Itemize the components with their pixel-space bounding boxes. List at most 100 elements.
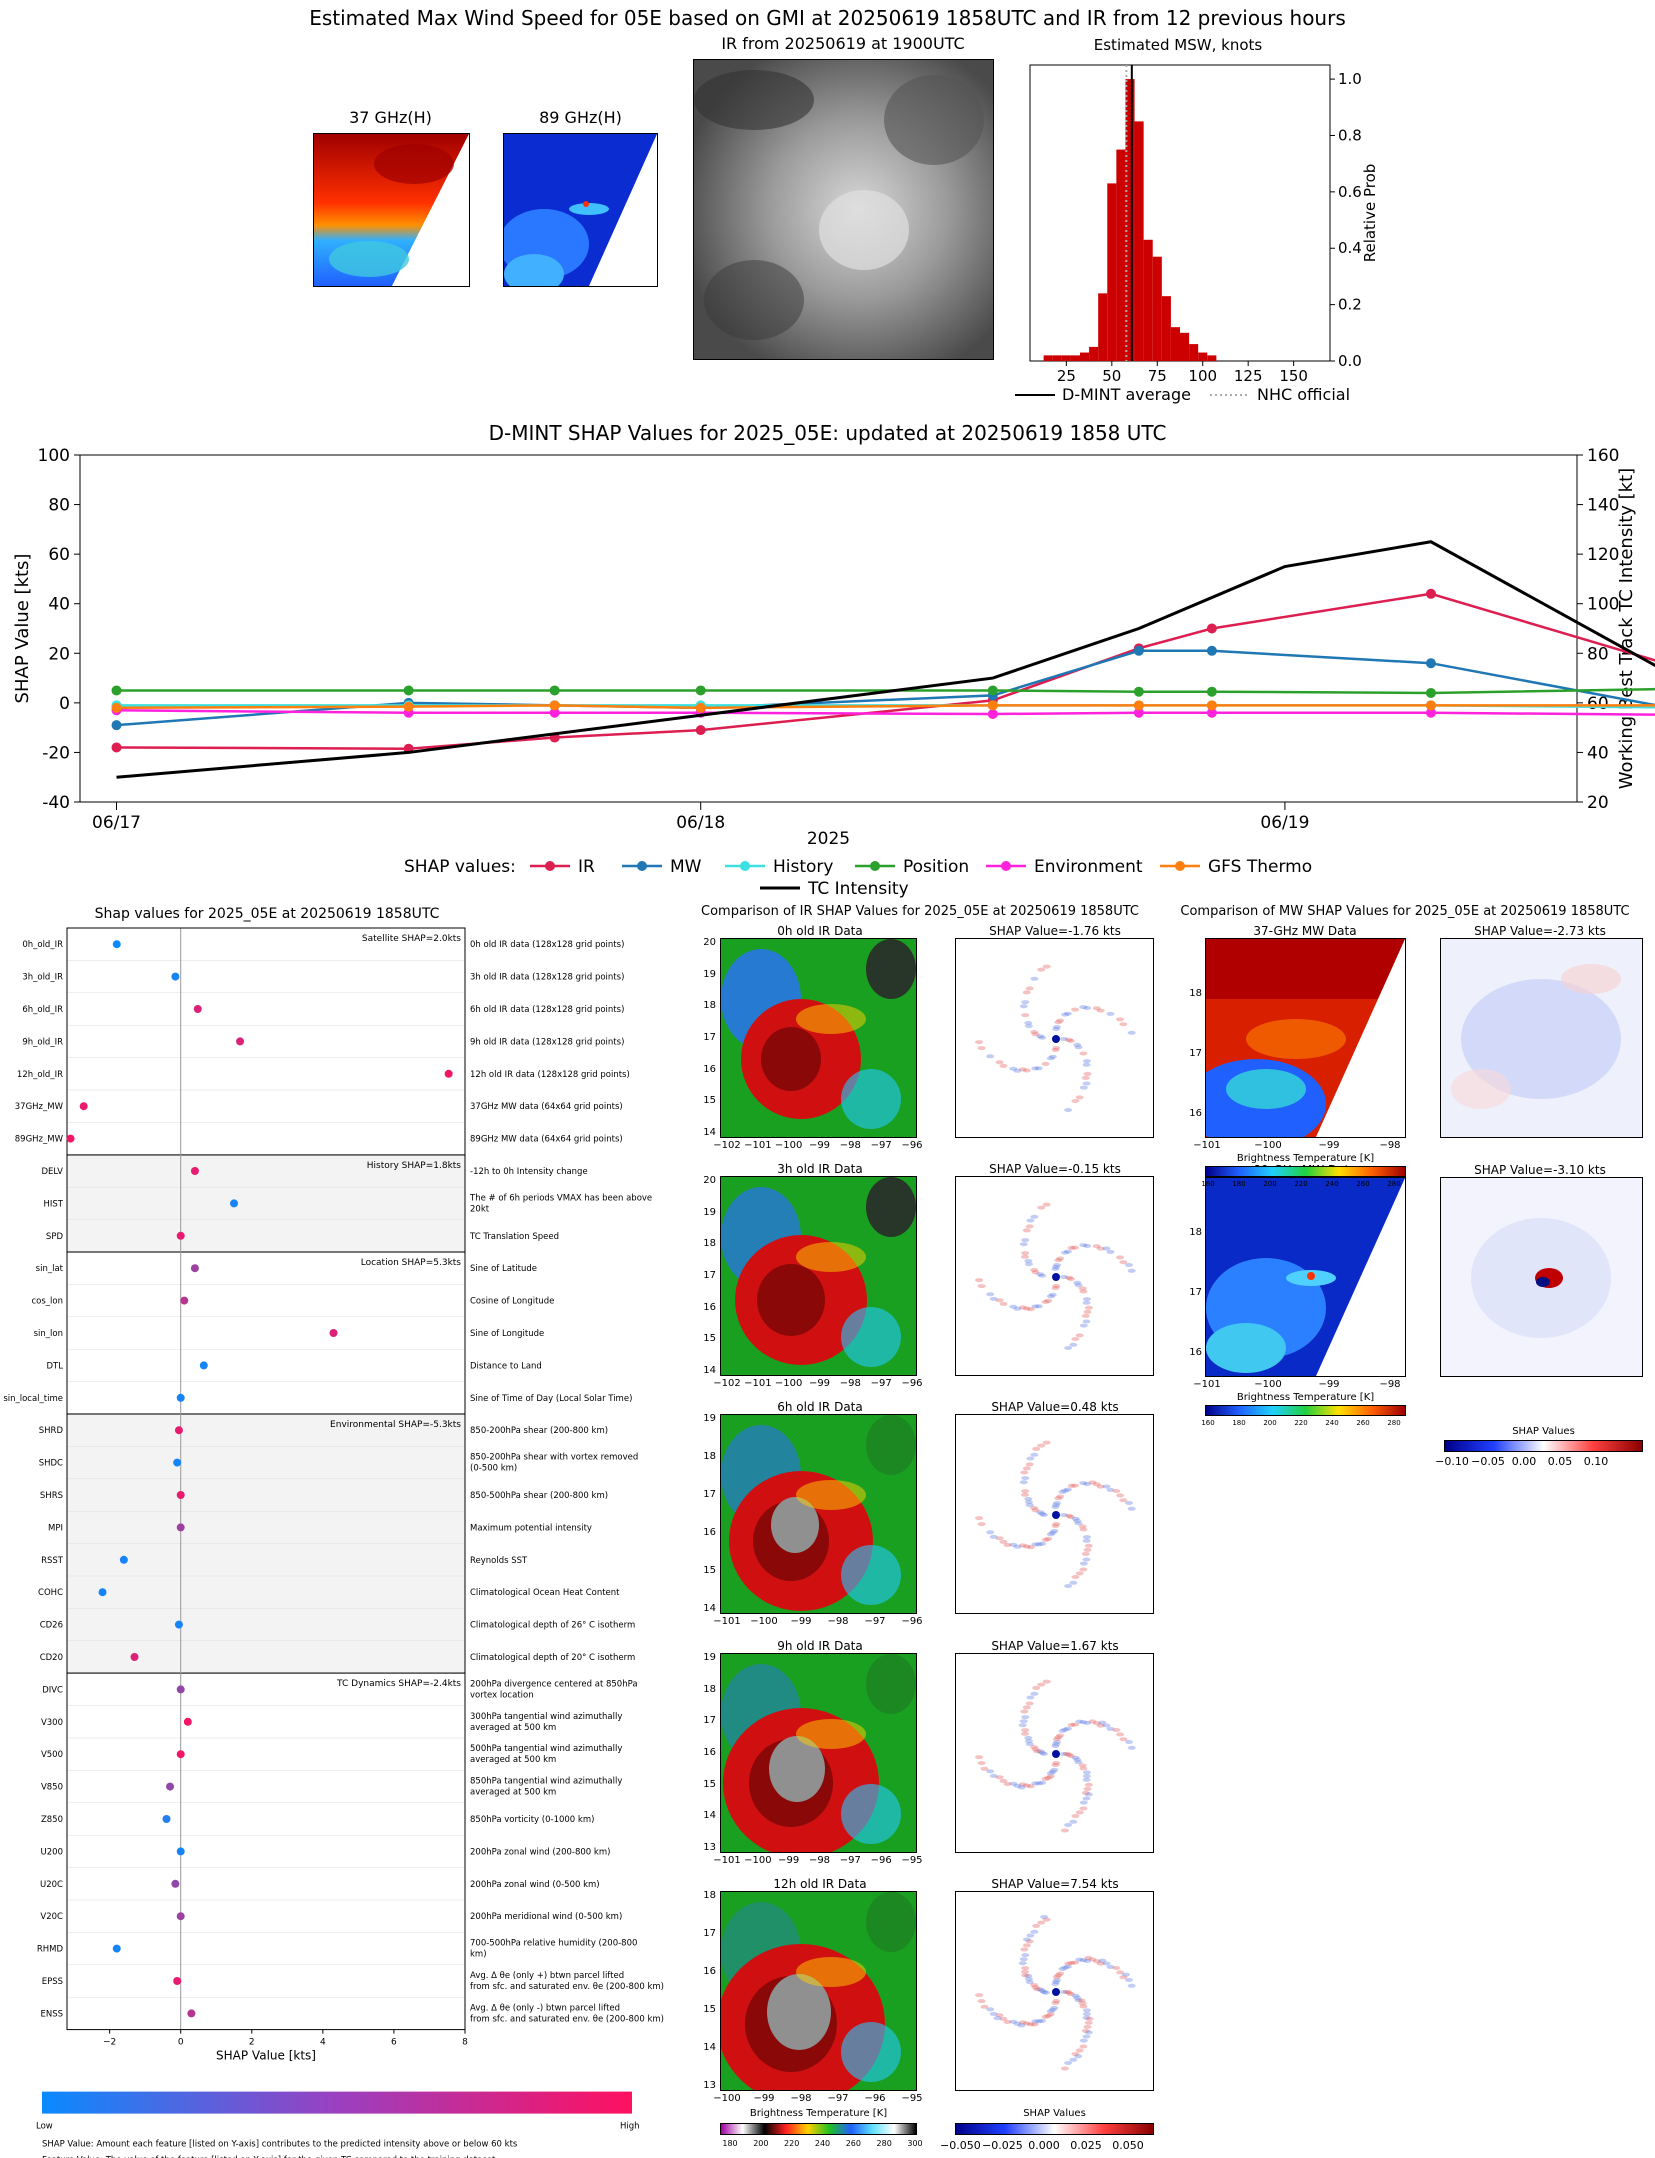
series-point <box>1133 645 1144 656</box>
ir-panel-ytick: 18 <box>703 1238 716 1250</box>
feature-name: 0h_old_IR <box>22 940 63 950</box>
ir-panel-ytick: 18 <box>703 1000 716 1012</box>
ir-panel-label: 0h old IR Data <box>777 924 863 938</box>
ir-image <box>693 59 994 360</box>
ir-panel-ytick: 17 <box>703 1489 716 1500</box>
ir-bt-colorbar-tick: 200 <box>753 2139 769 2148</box>
ir-panel-ytick: 16 <box>703 1966 716 1977</box>
feature-description: -12h to 0h Intensity change <box>470 1167 588 1177</box>
hist-bar <box>1116 149 1126 361</box>
feature-description: 89GHz MW data (64x64 grid points) <box>470 1135 623 1145</box>
legend-nhc-label: NHC official <box>1257 385 1350 404</box>
mw-panel-xtick: −101 <box>1193 1379 1221 1390</box>
summary-group-label: Location SHAP=5.3kts <box>361 1258 462 1268</box>
hist-bar <box>1089 346 1099 361</box>
series-point <box>1206 686 1217 697</box>
ir-panel-xtick: −99 <box>753 2093 775 2104</box>
ts-legend-marker <box>545 861 555 871</box>
feature-name: EPSS <box>42 1977 63 1987</box>
hist-bar <box>1161 296 1171 361</box>
mw-panel-xtick: −101 <box>1193 1140 1221 1151</box>
feature-description: 700-500hPa relative humidity (200-800 <box>470 1939 637 1949</box>
shap-time-title: D-MINT SHAP Values for 2025_05E: updated… <box>488 421 1167 445</box>
feature-name: 3h_old_IR <box>22 973 63 983</box>
ir-panel-ytick: 20 <box>703 1175 716 1186</box>
hist-bar <box>1107 183 1117 361</box>
hist-bar <box>1180 332 1190 361</box>
mw-bt-colorbar-label: Brightness Temperature [K] <box>1236 1392 1375 1403</box>
feature-shap-point <box>193 1005 202 1013</box>
mw-compare-title: Comparison of MW SHAP Values for 2025_05… <box>1180 904 1630 919</box>
feature-description: vortex location <box>470 1690 534 1700</box>
feature-description: Sine of Longitude <box>470 1329 544 1339</box>
ir-panel-ytick: 20 <box>703 937 716 948</box>
ir-panel-ytick: 14 <box>703 1810 716 1822</box>
series-point <box>1206 700 1217 711</box>
ir-colormap-image <box>721 1892 916 2090</box>
feature-name: 89GHz_MW <box>15 1135 64 1145</box>
hist-ylabel: Relative Prob <box>1361 164 1379 263</box>
ts-y2tick-label: 140 <box>1587 496 1619 516</box>
hist-bar <box>1198 352 1208 361</box>
ir-panel-xtick: −101 <box>713 1616 741 1627</box>
ir-panel-ytick: 15 <box>703 1565 716 1576</box>
ir-panel-xtick: −100 <box>774 1140 803 1151</box>
mw-panel-ytick: 16 <box>1189 1347 1202 1358</box>
ir-panel-ytick: 16 <box>703 1301 716 1313</box>
hist-ytick-label: 0.6 <box>1338 183 1362 201</box>
ir-panel-ytick: 16 <box>703 1063 716 1075</box>
feature-description: 37GHz MW data (64x64 grid points) <box>470 1102 623 1112</box>
mw89-shap-svg <box>1471 1218 1611 1338</box>
ir-title: IR from 20250619 at 1900UTC <box>721 34 965 53</box>
series-point <box>403 701 414 712</box>
feature-shap-point <box>66 1134 75 1143</box>
ts-legend-label: MW <box>670 857 702 877</box>
ts-legend-marker <box>740 861 750 871</box>
summary-xtick-label: 0 <box>178 2038 184 2048</box>
feature-description: 500hPa tangential wind azimuthally <box>470 1744 622 1754</box>
ir-panel-ytick: 16 <box>703 1527 716 1538</box>
series-point <box>1425 700 1436 711</box>
mw37-title: 37 GHz(H) <box>349 108 432 127</box>
feature-name: SPD <box>46 1232 64 1242</box>
hist-bar <box>1189 344 1199 361</box>
summary-group-label: Environmental SHAP=-5.3kts <box>330 1420 461 1430</box>
hist-bar <box>1098 293 1108 361</box>
mw-bt-colorbar-tick: 260 <box>1356 1180 1370 1188</box>
feature-name: U200 <box>41 1847 63 1857</box>
ir-panel-xtick: −97 <box>870 1378 892 1389</box>
ts-y2label: Working Best Track TC Intensity [kt] <box>1616 468 1637 789</box>
ts-xlabel: 2025 <box>807 829 850 849</box>
summary-plot-area <box>66 927 466 2031</box>
ts-legend-label: IR <box>578 857 595 877</box>
mw89-image <box>504 134 657 286</box>
series-point <box>403 685 414 696</box>
ts-y2tick-label: 80 <box>1587 644 1609 664</box>
ir-shap-map <box>955 1891 1154 2091</box>
ts-ytick-label: 40 <box>48 595 70 615</box>
mw-panel-xtick: −100 <box>1254 1140 1282 1151</box>
series-point <box>1133 700 1144 711</box>
mw89-shap-map <box>1440 1177 1643 1377</box>
ts-legend-marker <box>870 861 880 871</box>
mw-shap-colorbar-tick: 0.00 <box>1511 1455 1537 1468</box>
feature-shap-point <box>180 1296 189 1305</box>
ts-ylabel: SHAP Value [kts] <box>12 554 33 704</box>
series-point <box>549 707 560 718</box>
feature-name: V500 <box>41 1750 63 1760</box>
hist-ytick-label: 0.0 <box>1338 352 1362 370</box>
ir-panel-xtick: −99 <box>778 1855 800 1866</box>
feature-shap-point <box>176 1750 185 1759</box>
ts-legend-prefix: SHAP values: <box>404 857 516 877</box>
ir-shap-heatmap <box>975 1679 1136 1833</box>
mw-shap-colorbar-label: SHAP Values <box>1512 1426 1575 1437</box>
ir-panel-xtick: −98 <box>790 2093 812 2104</box>
ir-panel-ytick: 17 <box>703 1715 716 1727</box>
feature-name: RHMD <box>37 1945 64 1955</box>
series-point <box>1133 707 1144 718</box>
summary-xtick-label: 6 <box>391 2038 397 2048</box>
ir-panel-xtick: −102 <box>713 1140 741 1151</box>
ir-panel-ytick: 16 <box>703 1747 716 1758</box>
ir-panel-xtick: −101 <box>744 1140 772 1151</box>
feature-description: 0h old IR data (128x128 grid points) <box>470 940 624 950</box>
